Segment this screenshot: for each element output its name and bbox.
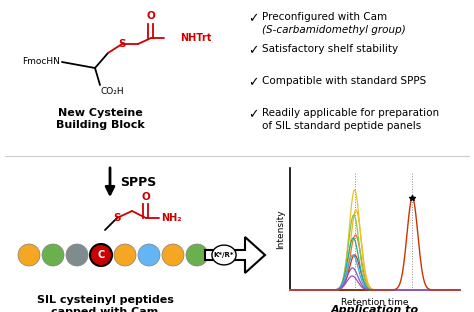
Text: O: O: [142, 192, 150, 202]
Text: ✓: ✓: [248, 44, 258, 57]
Text: K*/R*: K*/R*: [214, 252, 234, 258]
Text: New Cysteine
Building Block: New Cysteine Building Block: [55, 108, 145, 129]
Text: Compatible with standard SPPS: Compatible with standard SPPS: [262, 76, 426, 86]
Text: Satisfactory shelf stability: Satisfactory shelf stability: [262, 44, 398, 54]
Polygon shape: [205, 237, 265, 273]
Text: ✓: ✓: [248, 12, 258, 25]
Text: Retention time: Retention time: [341, 298, 409, 307]
Circle shape: [114, 244, 136, 266]
Text: ✓: ✓: [248, 108, 258, 121]
Text: SIL cysteinyl peptides
capped with Cam: SIL cysteinyl peptides capped with Cam: [36, 295, 173, 312]
Text: S: S: [113, 213, 121, 223]
Text: SPPS: SPPS: [120, 177, 156, 189]
Circle shape: [90, 244, 112, 266]
Text: Application to
targeted proteomics: Application to targeted proteomics: [310, 305, 439, 312]
Circle shape: [42, 244, 64, 266]
Text: CO₂H: CO₂H: [101, 87, 125, 96]
Text: Preconfigured with Cam: Preconfigured with Cam: [262, 12, 387, 22]
Ellipse shape: [212, 245, 236, 265]
Text: (S-carbamidomethyl group): (S-carbamidomethyl group): [262, 25, 406, 35]
Text: of SIL standard peptide panels: of SIL standard peptide panels: [262, 121, 421, 131]
Text: O: O: [146, 11, 155, 21]
Circle shape: [162, 244, 184, 266]
Text: ✓: ✓: [248, 76, 258, 89]
Text: NHTrt: NHTrt: [180, 33, 211, 43]
Circle shape: [186, 244, 208, 266]
Text: Intensity: Intensity: [276, 209, 285, 249]
Text: S: S: [118, 39, 126, 49]
Text: Readily applicable for preparation: Readily applicable for preparation: [262, 108, 439, 118]
Circle shape: [138, 244, 160, 266]
Text: NH₂: NH₂: [161, 213, 182, 223]
Circle shape: [90, 244, 112, 266]
Circle shape: [66, 244, 88, 266]
Text: FmocHN: FmocHN: [22, 57, 60, 66]
Circle shape: [18, 244, 40, 266]
Text: C: C: [97, 250, 105, 260]
